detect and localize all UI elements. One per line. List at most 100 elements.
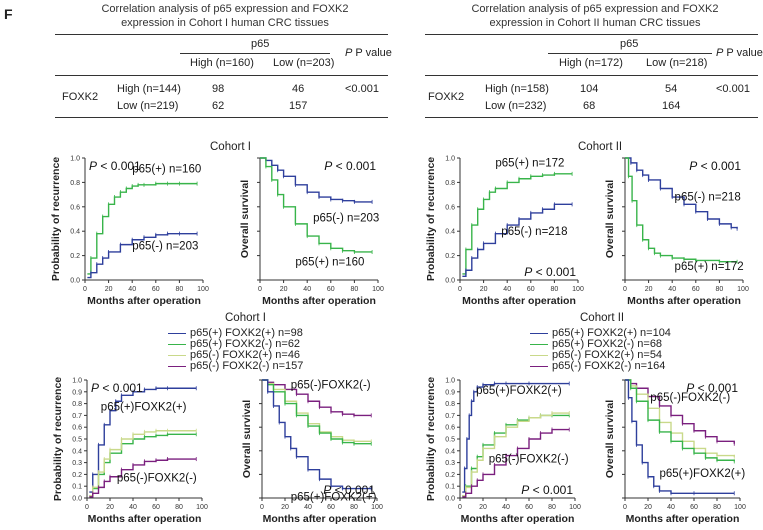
legend-swatch: [530, 354, 548, 356]
y-tick-label: 0.2: [72, 472, 82, 479]
y-tick-label: 0.4: [445, 229, 455, 236]
table-2-row-2-high: 68: [583, 100, 596, 112]
chart-c1: 0 20 40 60 80 100 0.0 0.2 0.4 0.6 0.8 1.0 Months aft…: [50, 156, 209, 308]
x-tick-label: 60: [327, 504, 335, 511]
table-1-header-rule: [55, 75, 388, 76]
x-axis-label: Months after operation: [263, 513, 377, 525]
table-2-row-2-low: 164: [662, 100, 681, 112]
y-tick-label: 0.6: [72, 425, 82, 432]
curve-label: p65(+)FOXK2(+): [476, 385, 562, 397]
x-tick-label: 40: [503, 286, 511, 293]
x-axis-label: Months after operation: [462, 295, 576, 307]
chart-c6: 0 20 40 60 80 100 Months after operation Overal…: [241, 379, 383, 525]
chart-c7: 0 20 40 60 80 100 0.0 0.1 0.2 0.3 0.4 0.5 0.6 0.7 0.8 0…: [425, 377, 581, 525]
table-1-row-2-low: 157: [289, 100, 308, 112]
y-tick-label: 0.0: [445, 278, 455, 285]
y-tick-label: 1.0: [70, 156, 80, 163]
series-line-green: [87, 182, 198, 275]
curve-label: p65(-)FOXK2(-): [117, 472, 197, 484]
legend-label: p65(+) FOXK2(+) n=104: [552, 327, 671, 339]
p-value-label: P < 0.001: [91, 381, 143, 395]
table-2-row-1-high: 104: [580, 83, 599, 95]
table-2-row-1-pvalue: <0.001: [716, 83, 750, 95]
table-1-caption: Correlation analysis of p65 expression a…: [60, 2, 390, 30]
y-tick-label: 1.0: [445, 378, 455, 385]
table-1-bottom-rule: [55, 117, 388, 118]
chart-c3: 0 20 40 60 80 100 0.0 0.2 0.4 0.6 0.8 1.0 Months aft…: [425, 156, 584, 308]
table-1-row-2-label: Low (n=219): [117, 100, 179, 112]
series-line-purple: [462, 428, 570, 498]
curve-label: p65(+)FOXK2(+): [660, 468, 746, 480]
table-1-pvalue-header: P P value: [345, 47, 392, 59]
curve-label: p65(+) n=172: [495, 158, 564, 170]
p-value-label: P < 0.001: [689, 159, 741, 173]
legend-swatch: [168, 343, 186, 345]
curve-label: p65(+) n=160: [132, 164, 201, 176]
x-tick-label: 100: [734, 504, 746, 511]
series-line-blue: [625, 379, 735, 494]
y-tick-label: 0.2: [70, 253, 80, 260]
x-axis-label: Months after operation: [87, 295, 201, 307]
y-tick-label: 0.8: [70, 180, 80, 187]
x-axis-label: Months after operation: [262, 295, 376, 307]
x-tick-label: 20: [480, 286, 488, 293]
legend-swatch: [530, 343, 548, 345]
curve-label: p65(+) n=160: [295, 256, 364, 268]
x-tick-label: 20: [644, 504, 652, 511]
p-value-label: P < 0.001: [89, 159, 141, 173]
x-tick-label: 0: [458, 504, 462, 511]
y-tick-label: 0.1: [445, 484, 455, 491]
x-tick-label: 20: [645, 286, 653, 293]
series-line-blue: [462, 382, 570, 493]
x-tick-label: 80: [176, 286, 184, 293]
y-axis-label: Probability of recurrence: [50, 157, 62, 281]
x-tick-label: 60: [525, 504, 533, 511]
x-tick-label: 60: [690, 504, 698, 511]
table-1-row-1-pvalue: <0.001: [345, 83, 379, 95]
x-tick-label: 40: [667, 504, 675, 511]
table-2-col-high: High (n=172): [559, 57, 623, 69]
legend-swatch: [168, 332, 186, 334]
p-value-label: P < 0.001: [323, 483, 375, 497]
y-tick-label: 0.9: [445, 389, 455, 396]
y-tick-label: 0.2: [445, 472, 455, 479]
y-axis-label: Probability of recurrence: [425, 157, 437, 281]
y-tick-label: 0.1: [72, 484, 82, 491]
x-tick-label: 0: [260, 504, 264, 511]
table-2-caption-line-2: expression in Cohort II human CRC tissue…: [489, 17, 701, 29]
x-axis-label: Months after operation: [627, 295, 741, 307]
legend-label: p65(-) FOXK2(+) n=46: [190, 349, 301, 361]
legend-label: p65(+) FOXK2(-) n=62: [190, 338, 301, 350]
y-tick-label: 0.4: [445, 448, 455, 455]
x-axis-label: Months after operation: [88, 513, 202, 525]
table-1-top-rule: [55, 34, 388, 35]
curve-label: p65(+)FOXK2(+): [291, 491, 377, 503]
y-tick-label: 0.3: [72, 460, 82, 467]
x-tick-label: 100: [372, 286, 384, 293]
x-tick-label: 20: [281, 504, 289, 511]
legend-label: p65(-) FOXK2(-) n=164: [552, 360, 666, 372]
legend-item: p65(+) FOXK2(-) n=68: [530, 338, 662, 350]
legend-label: p65(+) FOXK2(+) n=98: [190, 327, 303, 339]
x-tick-label: 40: [304, 504, 312, 511]
y-tick-label: 0.6: [70, 204, 80, 211]
y-tick-label: 0.6: [445, 204, 455, 211]
y-tick-label: 0.6: [445, 425, 455, 432]
curve-label: p65(-) n=218: [675, 192, 741, 204]
y-tick-label: 0.2: [445, 253, 455, 260]
x-tick-label: 40: [668, 286, 676, 293]
cohort-title-bottom-left: Cohort I: [225, 312, 266, 324]
p-value-label: P < 0.001: [686, 381, 738, 395]
table-1-row-group: FOXK2: [62, 91, 99, 103]
cohort-title-bottom-right: Cohort II: [580, 312, 625, 324]
x-tick-label: 20: [105, 286, 113, 293]
table-1-pvalue-header-text: P value: [355, 47, 392, 59]
legend-label: p65(-) FOXK2(+) n=54: [552, 349, 663, 361]
table-2-caption-line-1: Correlation analysis of p65 expression a…: [471, 3, 719, 15]
table-1-col-group: p65: [251, 38, 270, 50]
legend-swatch: [530, 332, 548, 334]
y-axis-label: Probability of recurrence: [52, 377, 64, 501]
table-1-row-1-label: High (n=144): [117, 83, 181, 95]
y-tick-label: 0.7: [445, 413, 455, 420]
legend-item: p65(-) FOXK2(+) n=46: [168, 349, 300, 361]
